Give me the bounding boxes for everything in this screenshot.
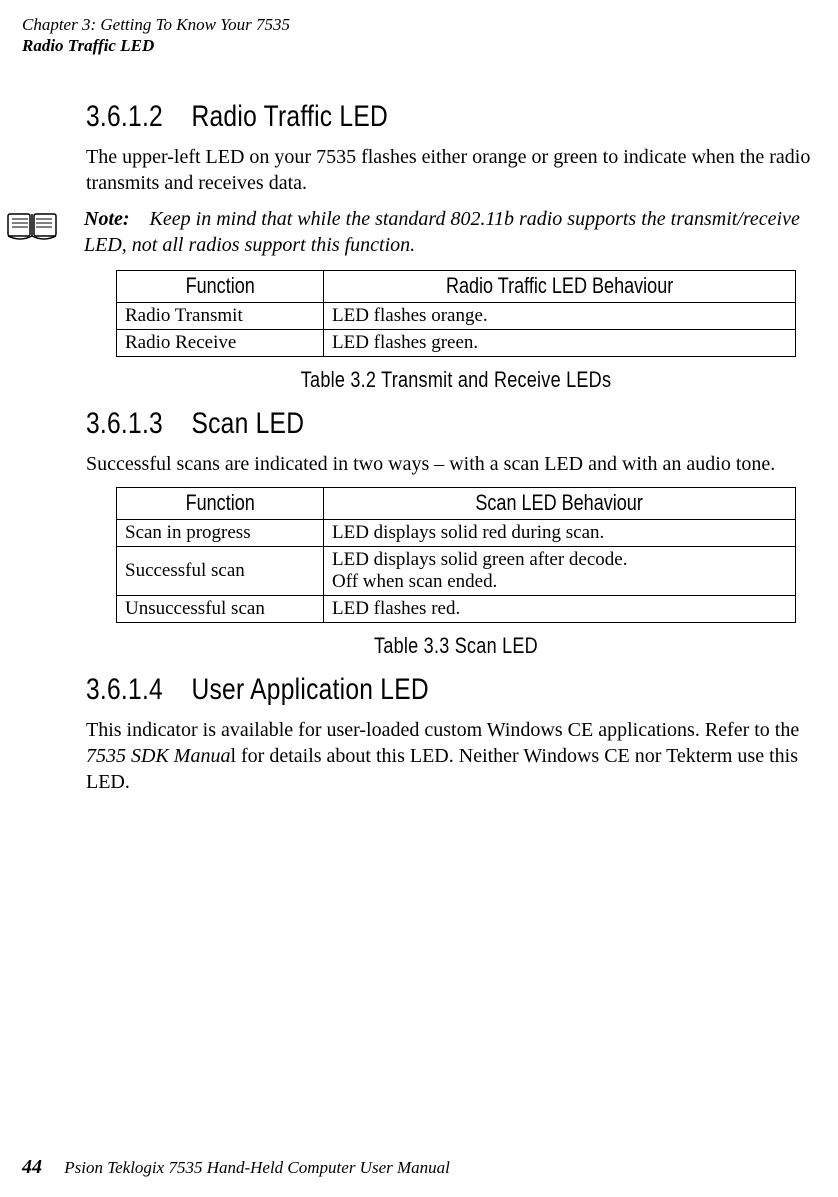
heading-number: 3.6.1.4 — [86, 673, 184, 707]
table-3-2: Function Radio Traffic LED Behaviour Rad… — [116, 270, 796, 357]
table-header-behaviour: Scan LED Behaviour — [324, 488, 796, 520]
body-3614: This indicator is available for user-loa… — [86, 717, 826, 795]
cell-behaviour: LED flashes green. — [324, 330, 796, 357]
table-row: Scan in progress LED displays solid red … — [117, 520, 796, 547]
body-3613: Successful scans are indicated in two wa… — [86, 451, 826, 477]
cell-function: Scan in progress — [117, 520, 324, 547]
content-area: 3.6.1.2 Radio Traffic LED The upper-left… — [86, 100, 826, 805]
running-head: Chapter 3: Getting To Know Your 7535 Rad… — [22, 14, 290, 57]
table-row: Radio Transmit LED flashes orange. — [117, 303, 796, 330]
table-header-function: Function — [117, 488, 324, 520]
footer: 44 Psion Teklogix 7535 Hand-Held Compute… — [22, 1156, 450, 1179]
cell-function: Unsuccessful scan — [117, 596, 324, 623]
page: Chapter 3: Getting To Know Your 7535 Rad… — [0, 0, 838, 1197]
body-3612: The upper-left LED on your 7535 flashes … — [86, 144, 826, 196]
heading-3612: 3.6.1.2 Radio Traffic LED — [86, 100, 693, 134]
note-label: Note: — [84, 208, 130, 230]
heading-number: 3.6.1.3 — [86, 407, 184, 441]
heading-title: User Application LED — [191, 673, 428, 706]
heading-title: Scan LED — [191, 407, 304, 440]
note-block: Note: Keep in mind that while the standa… — [6, 206, 826, 258]
cell-behaviour: LED flashes red. — [324, 596, 796, 623]
heading-3613: 3.6.1.3 Scan LED — [86, 407, 693, 441]
note-body: Keep in mind that while the standard 802… — [84, 208, 800, 256]
running-head-line2: Radio Traffic LED — [22, 35, 290, 56]
table-caption-3-3: Table 3.3 Scan LED — [153, 633, 760, 659]
cell-behaviour: LED displays solid red during scan. — [324, 520, 796, 547]
heading-title: Radio Traffic LED — [191, 100, 388, 133]
heading-number: 3.6.1.2 — [86, 100, 184, 134]
table-header-function: Function — [117, 271, 324, 303]
table-3-3: Function Scan LED Behaviour Scan in prog… — [116, 487, 796, 623]
table-caption-3-2: Table 3.2 Transmit and Receive LEDs — [153, 367, 760, 393]
cell-function: Radio Transmit — [117, 303, 324, 330]
cell-function: Successful scan — [117, 547, 324, 596]
book-icon — [6, 208, 58, 249]
page-number: 44 — [22, 1156, 42, 1178]
table-row: Unsuccessful scan LED flashes red. — [117, 596, 796, 623]
note-text: Note: Keep in mind that while the standa… — [84, 206, 826, 258]
table-row: Radio Receive LED flashes green. — [117, 330, 796, 357]
heading-3614: 3.6.1.4 User Application LED — [86, 673, 693, 707]
footer-text: Psion Teklogix 7535 Hand-Held Computer U… — [64, 1158, 450, 1177]
cell-behaviour: LED displays solid green after decode. O… — [324, 547, 796, 596]
cell-function: Radio Receive — [117, 330, 324, 357]
table-row: Successful scan LED displays solid green… — [117, 547, 796, 596]
table-header-behaviour: Radio Traffic LED Behaviour — [324, 271, 796, 303]
running-head-line1: Chapter 3: Getting To Know Your 7535 — [22, 14, 290, 35]
cell-behaviour: LED flashes orange. — [324, 303, 796, 330]
